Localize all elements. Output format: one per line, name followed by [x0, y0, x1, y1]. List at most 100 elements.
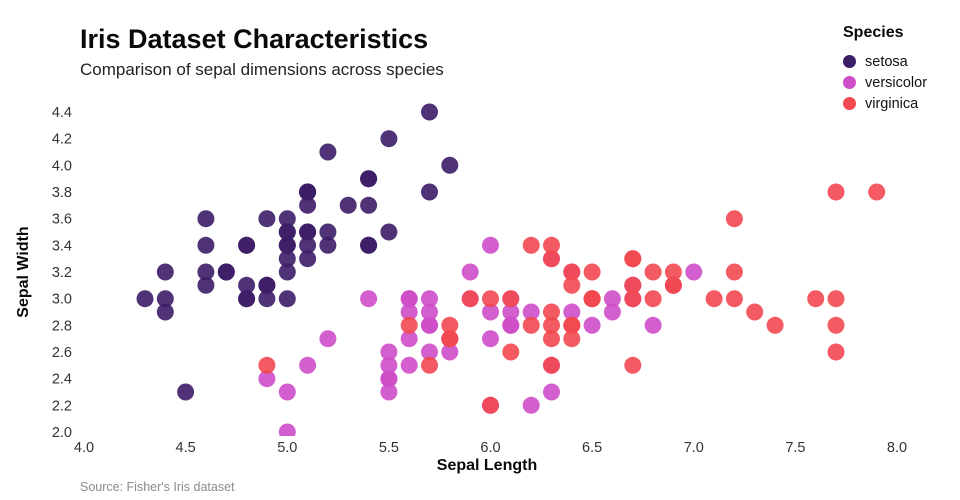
legend-swatch — [843, 76, 856, 89]
data-point — [522, 236, 540, 254]
data-point — [543, 356, 560, 374]
y-tick-label: 2.0 — [52, 425, 72, 441]
data-point — [502, 290, 520, 308]
data-point — [522, 396, 540, 414]
legend: Species setosa versicolor virginica — [843, 24, 927, 114]
x-tick-label: 7.0 — [684, 440, 704, 456]
data-point — [827, 183, 845, 201]
data-point — [421, 316, 438, 334]
y-tick-label: 3.6 — [52, 212, 72, 228]
legend-item-versicolor: versicolor — [843, 72, 927, 93]
data-point — [299, 250, 317, 268]
y-tick-label: 4.2 — [52, 132, 72, 148]
data-point — [583, 263, 601, 281]
data-point — [441, 343, 459, 361]
data-point — [624, 290, 642, 308]
y-tick-label: 4.0 — [52, 158, 72, 174]
data-point — [258, 356, 276, 374]
data-point — [156, 290, 174, 308]
data-point — [278, 383, 296, 401]
data-point — [868, 183, 886, 201]
data-point — [360, 170, 378, 188]
data-point — [522, 303, 540, 321]
x-tick-label: 5.0 — [277, 440, 297, 456]
y-tick-label: 2.6 — [52, 345, 72, 361]
data-point — [725, 263, 743, 281]
data-point — [319, 143, 337, 161]
data-point — [502, 343, 520, 361]
y-tick-label: 4.4 — [52, 105, 72, 121]
data-point — [421, 103, 438, 121]
data-point — [441, 156, 459, 174]
y-axis-ticks: 2.0 2.2 2.4 2.6 2.8 3.0 3.2 3.4 3.6 3.8 4.0 4.2 4.4 — [52, 105, 72, 441]
data-point — [543, 250, 560, 268]
data-point — [217, 263, 235, 281]
data-point — [522, 316, 540, 334]
data-point — [278, 236, 296, 254]
data-point — [400, 330, 418, 348]
data-point — [685, 263, 703, 281]
legend-item-label: virginica — [865, 95, 919, 112]
data-point — [563, 330, 581, 348]
x-tick-label: 4.5 — [176, 440, 196, 456]
data-point — [624, 250, 642, 268]
data-point — [827, 290, 845, 308]
data-point — [766, 316, 784, 334]
data-point — [482, 396, 499, 414]
data-point — [339, 196, 357, 214]
data-point — [421, 356, 438, 374]
y-tick-label: 2.2 — [52, 398, 72, 414]
data-point — [482, 303, 499, 321]
legend-swatch — [843, 97, 856, 110]
data-point — [725, 210, 743, 228]
data-point — [441, 316, 459, 334]
data-point — [603, 290, 621, 308]
data-point — [278, 250, 296, 268]
data-point — [238, 290, 256, 308]
data-point — [746, 303, 764, 321]
x-tick-label: 5.5 — [379, 440, 399, 456]
data-point — [156, 303, 174, 321]
data-point — [136, 290, 154, 308]
data-point — [421, 290, 438, 308]
legend-item-label: versicolor — [865, 74, 928, 91]
data-point — [502, 316, 520, 334]
data-point — [563, 303, 581, 321]
data-point — [156, 263, 174, 281]
data-point — [583, 290, 601, 308]
data-point — [299, 356, 317, 374]
data-point — [563, 316, 581, 334]
data-point — [603, 303, 621, 321]
x-tick-label: 6.5 — [582, 440, 602, 456]
data-point — [543, 303, 560, 321]
data-point — [827, 316, 845, 334]
data-point — [400, 316, 418, 334]
chart-subtitle: Comparison of sepal dimensions across sp… — [80, 60, 444, 79]
x-axis-ticks: 4.0 4.5 5.0 5.5 6.0 6.5 7.0 7.5 8.0 — [74, 440, 907, 456]
data-point — [421, 183, 438, 201]
data-point — [197, 263, 215, 281]
data-point — [177, 383, 195, 401]
data-point — [624, 356, 642, 374]
data-point — [299, 223, 317, 241]
data-point — [502, 303, 520, 321]
data-point — [238, 276, 256, 294]
x-tick-label: 4.0 — [74, 440, 94, 456]
legend-item-label: setosa — [865, 53, 908, 70]
data-point — [563, 276, 581, 294]
data-point — [258, 290, 276, 308]
data-point — [400, 356, 418, 374]
data-point — [278, 223, 296, 241]
data-point — [278, 290, 296, 308]
data-point — [421, 343, 438, 361]
data-point — [461, 290, 479, 308]
data-point — [278, 263, 296, 281]
data-point — [258, 276, 276, 294]
data-point — [380, 223, 398, 241]
data-point — [299, 236, 317, 254]
data-point — [725, 290, 743, 308]
data-point — [258, 370, 276, 388]
data-point — [482, 236, 499, 254]
data-point — [441, 330, 459, 348]
data-point — [400, 290, 418, 308]
